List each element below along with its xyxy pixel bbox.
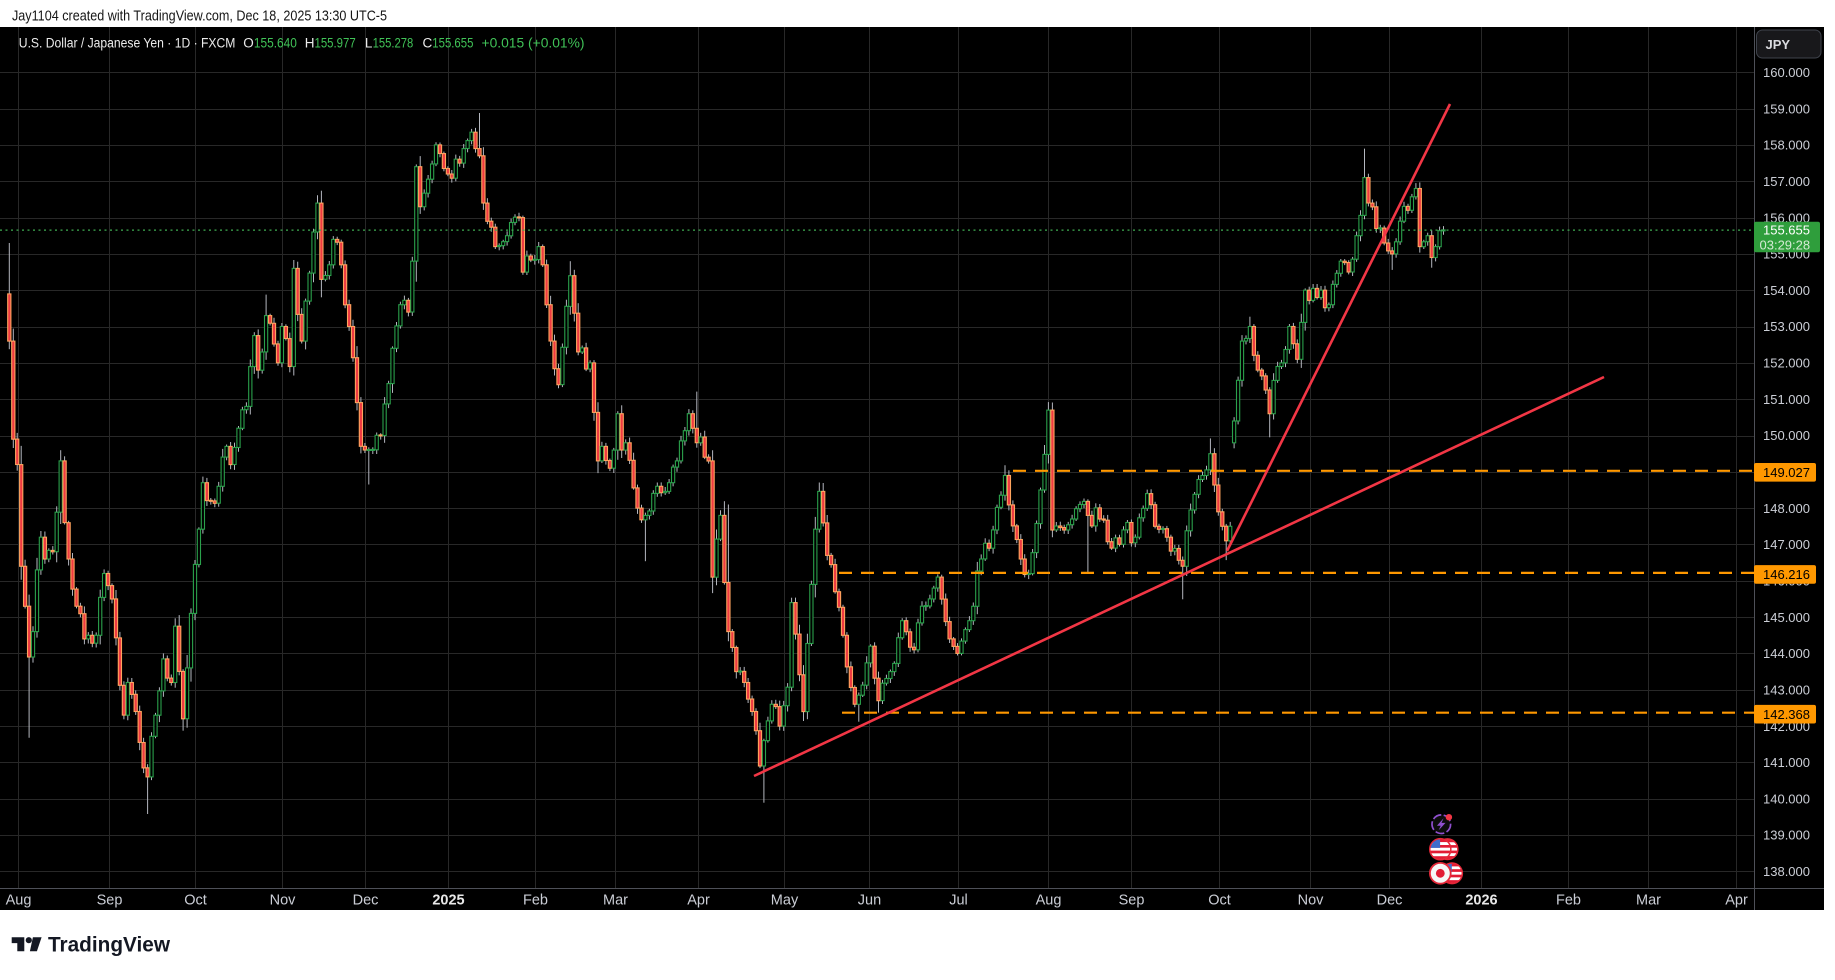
svg-text:O: O: [243, 36, 254, 51]
svg-text:Mar: Mar: [603, 893, 628, 909]
svg-text:2026: 2026: [1465, 893, 1497, 909]
svg-text:Dec: Dec: [353, 893, 379, 909]
svg-text:147.000: 147.000: [1763, 537, 1810, 552]
svg-text:145.000: 145.000: [1763, 610, 1810, 625]
svg-text:152.000: 152.000: [1763, 356, 1810, 371]
svg-text:155.977: 155.977: [315, 36, 356, 51]
svg-text:149.027: 149.027: [1763, 465, 1810, 480]
svg-text:151.000: 151.000: [1763, 392, 1810, 407]
svg-text:Nov: Nov: [1298, 893, 1325, 909]
svg-text:157.000: 157.000: [1763, 174, 1810, 189]
svg-text:JPY: JPY: [1766, 37, 1791, 52]
svg-text:Oct: Oct: [1208, 893, 1231, 909]
svg-text:Nov: Nov: [270, 893, 297, 909]
svg-text:143.000: 143.000: [1763, 682, 1810, 697]
svg-text:141.000: 141.000: [1763, 755, 1810, 770]
svg-text:159.000: 159.000: [1763, 101, 1810, 116]
svg-text:146.216: 146.216: [1763, 567, 1810, 582]
svg-text:Mar: Mar: [1636, 893, 1661, 909]
svg-text:+0.015 (+0.01%): +0.015 (+0.01%): [482, 36, 585, 51]
svg-text:138.000: 138.000: [1763, 864, 1810, 879]
svg-text:155.655: 155.655: [1763, 223, 1810, 238]
svg-text:H: H: [305, 36, 315, 51]
svg-text:C: C: [423, 36, 433, 51]
svg-text:Aug: Aug: [1036, 893, 1062, 909]
svg-text:Jun: Jun: [858, 893, 881, 909]
svg-text:2025: 2025: [432, 893, 464, 909]
svg-text:TradingView: TradingView: [48, 933, 170, 957]
svg-text:03:29:28: 03:29:28: [1760, 238, 1811, 253]
svg-text:154.000: 154.000: [1763, 283, 1810, 298]
svg-text:153.000: 153.000: [1763, 319, 1810, 334]
svg-text:Sep: Sep: [1119, 893, 1145, 909]
svg-text:Sep: Sep: [97, 893, 123, 909]
svg-text:142.368: 142.368: [1763, 707, 1810, 722]
svg-text:155.640: 155.640: [254, 36, 297, 51]
svg-text:Jay1104 created with TradingVi: Jay1104 created with TradingView.com, De…: [12, 9, 387, 25]
svg-text:May: May: [771, 893, 799, 909]
svg-text:139.000: 139.000: [1763, 828, 1810, 843]
svg-text:150.000: 150.000: [1763, 428, 1810, 443]
svg-text:144.000: 144.000: [1763, 646, 1810, 661]
svg-text:158.000: 158.000: [1763, 138, 1810, 153]
svg-text:U.S. Dollar / Japanese Yen · 1: U.S. Dollar / Japanese Yen · 1D · FXCM: [19, 36, 236, 51]
svg-text:160.000: 160.000: [1763, 65, 1810, 80]
svg-text:Apr: Apr: [1725, 893, 1748, 909]
svg-text:Feb: Feb: [523, 893, 548, 909]
svg-text:Feb: Feb: [1556, 893, 1581, 909]
svg-text:L: L: [365, 36, 373, 51]
svg-text:Apr: Apr: [687, 893, 710, 909]
svg-text:Dec: Dec: [1377, 893, 1403, 909]
svg-text:Jul: Jul: [949, 893, 968, 909]
svg-text:156.000: 156.000: [1763, 210, 1810, 225]
svg-text:155.655: 155.655: [432, 36, 473, 51]
svg-text:148.000: 148.000: [1763, 501, 1810, 516]
svg-text:155.278: 155.278: [373, 36, 414, 51]
svg-text:140.000: 140.000: [1763, 791, 1810, 806]
svg-text:Aug: Aug: [6, 893, 32, 909]
svg-text:Oct: Oct: [184, 893, 207, 909]
